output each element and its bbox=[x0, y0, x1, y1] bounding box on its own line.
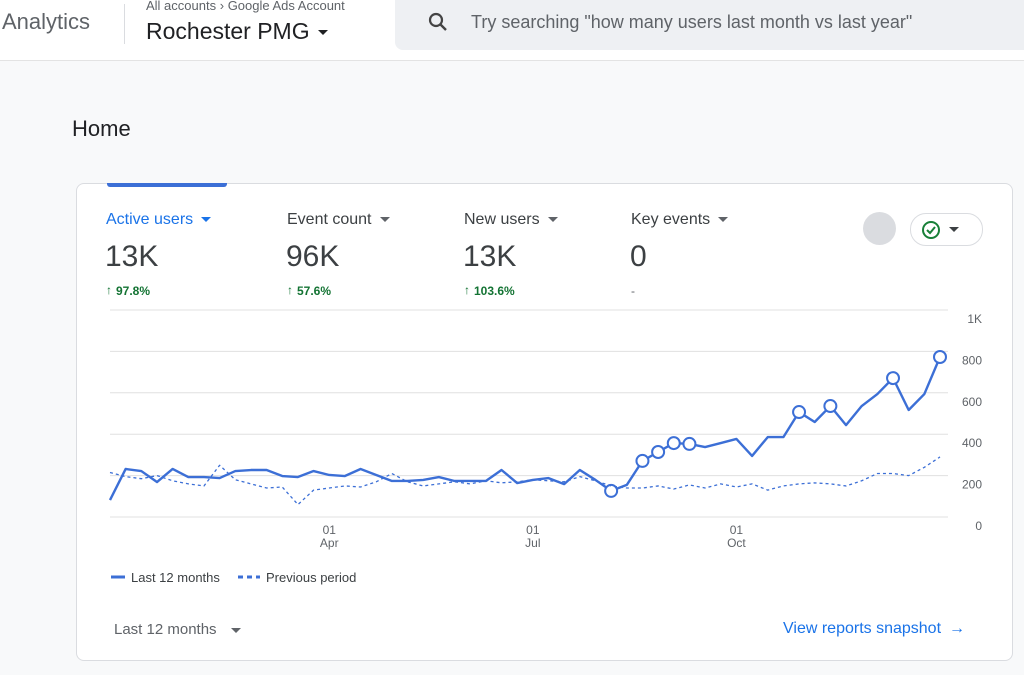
search-placeholder[interactable]: Try searching "how many users last month… bbox=[471, 12, 913, 32]
dropdown-arrow bbox=[718, 217, 729, 223]
anomaly-marker bbox=[823, 399, 838, 414]
y-tick-label: 0 bbox=[975, 519, 982, 533]
search-icon bbox=[428, 12, 447, 31]
anomaly-marker bbox=[933, 349, 947, 364]
divider bbox=[124, 4, 125, 44]
link-text[interactable]: View reports snapshot bbox=[783, 620, 942, 637]
y-tick-label: 400 bbox=[962, 436, 982, 450]
up-arrow: ↑ bbox=[106, 283, 112, 297]
range-selector[interactable]: Last 12 months bbox=[114, 621, 241, 638]
series-line bbox=[109, 456, 941, 506]
y-tick-label: 800 bbox=[962, 353, 982, 367]
series-line bbox=[108, 356, 942, 501]
y-tick-label: 1K bbox=[967, 312, 982, 326]
x-tick-label: 01 Oct bbox=[727, 523, 746, 550]
up-arrow: ↑ bbox=[287, 283, 293, 297]
account-name[interactable]: Rochester PMG bbox=[146, 18, 310, 44]
y-tick-label: 200 bbox=[962, 478, 982, 492]
reports-link[interactable]: View reports snapshot → bbox=[783, 620, 965, 638]
metric-label[interactable]: Active users bbox=[106, 211, 212, 229]
metric-change: 97.8% bbox=[116, 284, 151, 298]
metric-change: - bbox=[631, 284, 635, 298]
status-dropdown[interactable] bbox=[910, 213, 983, 246]
x-tick-label: 01 Jul bbox=[525, 523, 540, 550]
check-icon bbox=[922, 221, 940, 239]
metric-value: 13K bbox=[105, 240, 159, 273]
metric-name[interactable]: New users bbox=[464, 211, 540, 228]
metric-name[interactable]: Event count bbox=[287, 211, 372, 228]
breadcrumb-item[interactable]: Google Ads Account bbox=[227, 0, 345, 13]
metric-value: 0 bbox=[630, 240, 647, 273]
breadcrumb-item[interactable]: All accounts bbox=[146, 0, 217, 13]
tab-indicator bbox=[107, 183, 227, 187]
legend-label: Last 12 months bbox=[131, 570, 220, 585]
anomaly-marker bbox=[792, 405, 807, 420]
dropdown-arrow bbox=[379, 217, 390, 223]
legend-label: Previous period bbox=[266, 570, 356, 585]
metric-label[interactable]: Event count bbox=[287, 211, 390, 229]
badge-icon[interactable] bbox=[863, 212, 896, 245]
anomaly-marker bbox=[666, 436, 681, 451]
card bbox=[76, 183, 1013, 661]
metric-change: 103.6% bbox=[474, 284, 515, 298]
metric-label[interactable]: Key events bbox=[631, 211, 729, 229]
product-name: Analytics bbox=[2, 9, 91, 34]
metric-name[interactable]: Key events bbox=[631, 211, 711, 228]
arrow-icon: → bbox=[949, 620, 966, 637]
chevron: › bbox=[219, 0, 225, 13]
anomaly-marker bbox=[651, 445, 666, 460]
metric-label[interactable]: New users bbox=[464, 211, 558, 229]
anomaly-marker bbox=[604, 483, 619, 498]
account-selector[interactable]: Rochester PMG bbox=[146, 18, 328, 45]
dropdown-arrow bbox=[547, 217, 558, 223]
anomaly-marker bbox=[886, 371, 901, 386]
search-box[interactable] bbox=[395, 0, 1024, 50]
dropdown-arrow bbox=[201, 217, 212, 223]
page-title: Home bbox=[72, 116, 131, 141]
anomaly-marker bbox=[682, 436, 697, 451]
range-label[interactable]: Last 12 months bbox=[114, 621, 217, 638]
x-tick-label: 01 Apr bbox=[320, 523, 339, 550]
metric-change: 57.6% bbox=[297, 284, 332, 298]
y-tick-label: 600 bbox=[962, 395, 982, 409]
anomaly-marker bbox=[635, 453, 650, 468]
metric-value: 96K bbox=[286, 240, 340, 273]
metric-value: 13K bbox=[463, 240, 517, 273]
breadcrumb[interactable]: All accounts › Google Ads Account bbox=[146, 0, 345, 13]
up-arrow: ↑ bbox=[464, 283, 470, 297]
metric-name[interactable]: Active users bbox=[106, 211, 194, 228]
